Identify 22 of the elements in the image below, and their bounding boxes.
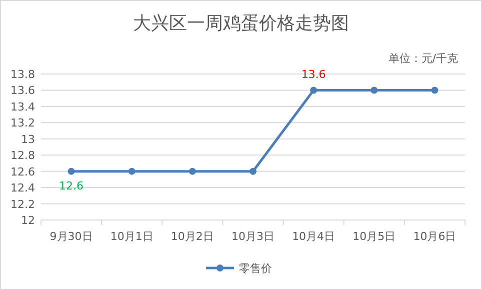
x-tick-label: 10月6日 [413,230,456,243]
x-tick-label: 10月3日 [232,230,274,243]
x-tick-label: 10月4日 [292,230,336,243]
legend-label: 零售价 [239,262,272,275]
chart-title: 大兴区一周鸡蛋价格走势图 [133,13,349,34]
y-tick-label: 13.8 [10,68,35,81]
y-tick-label: 12 [21,214,35,227]
y-tick-label: 12.2 [10,198,35,211]
x-tick-label: 9月30日 [50,230,93,243]
x-tick-label: 10月5日 [352,230,396,243]
data-label: 13.6 [301,68,326,82]
y-tick-label: 13.2 [10,116,35,130]
x-tick-label: 10月1日 [110,230,154,243]
y-tick-label: 13.6 [10,84,35,98]
text: 单位：元/千克 [388,52,458,65]
y-tick-label: 12.4 [10,182,35,195]
y-tick-label: 13 [21,132,35,146]
data-label: 12.6 [59,179,84,192]
y-tick-label: 12.6 [10,165,35,178]
x-tick-label: 10月2日 [170,230,214,243]
y-tick-label: 12.8 [10,149,35,162]
y-tick-label: 13.4 [10,100,35,114]
